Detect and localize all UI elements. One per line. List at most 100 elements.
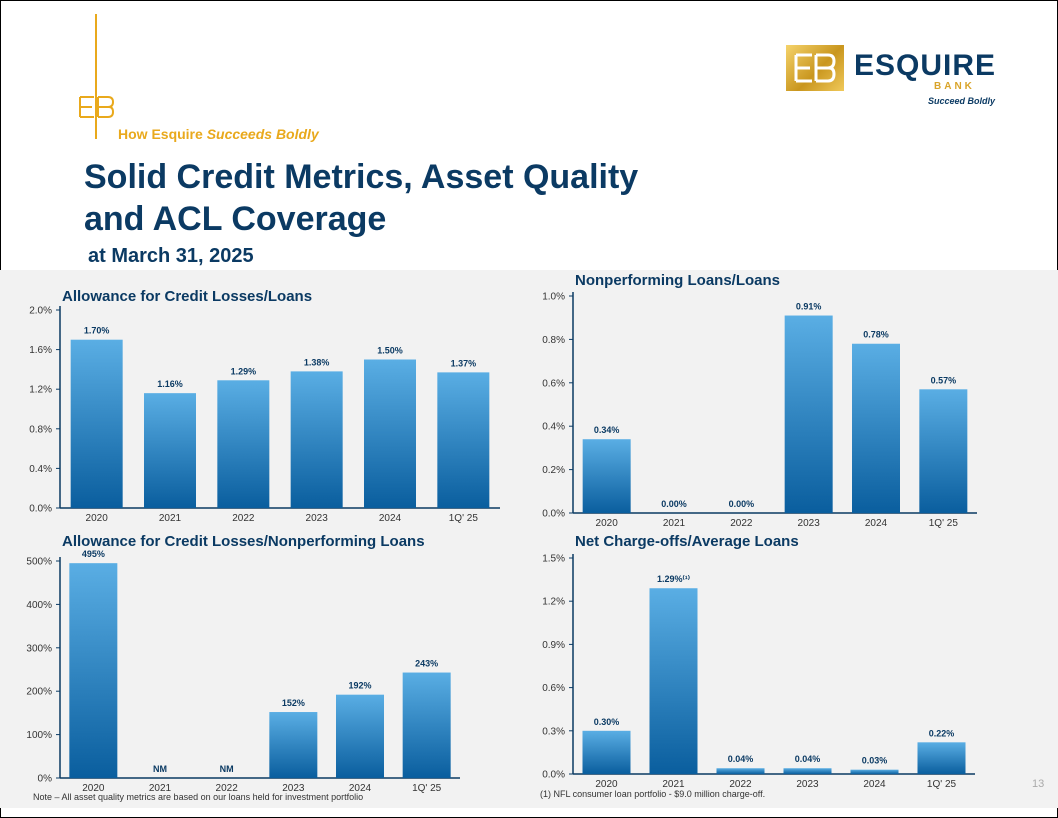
chart-nco-avg: Net Charge-offs/Average Loans 0.0% 0.3% 0.6… [542,533,975,790]
bar [917,742,966,774]
y-tick-label: 0.9% [542,640,565,651]
x-tick-label: 1Q' 25 [927,779,957,790]
y-tick-label: 0.6% [542,378,565,389]
y-tick-label: 1.5% [542,554,565,565]
chart-title: Allowance for Credit Losses/Nonperformin… [62,533,425,550]
data-label: 0.34% [594,425,620,435]
x-tick-label: 1Q' 25 [412,783,442,794]
data-label: 0.22% [929,728,955,738]
chart-acl-npl: Allowance for Credit Losses/Nonperformin… [26,533,460,794]
y-tick-label: 0.6% [542,683,565,694]
data-label: 0.03% [862,756,888,766]
y-tick-label: 0.0% [542,509,565,520]
y-tick-label: 0% [38,774,53,785]
title-line-2: and ACL Coverage [84,200,387,238]
y-tick-label: 1.0% [542,292,565,303]
data-label: 1.16% [157,379,183,389]
data-label: 0.00% [729,499,755,509]
data-label: 0.00% [661,499,687,509]
y-tick-label: 400% [26,600,52,611]
data-label: NM [220,764,234,774]
y-tick-label: 0.0% [29,504,52,515]
bar [364,359,416,508]
brand-mark-icon [786,45,844,91]
bar [336,694,384,778]
chart-title: Net Charge-offs/Average Loans [575,533,799,550]
x-tick-label: 2024 [349,783,372,794]
tagline: How Esquire Succeeds Boldly [118,126,319,142]
y-tick-label: 0.4% [542,422,565,433]
data-label: 1.38% [304,357,330,367]
data-label: 1.29% [231,366,257,376]
x-tick-label: 1Q' 25 [929,518,959,529]
data-label: 0.04% [795,754,821,764]
y-tick-label: 1.2% [542,597,565,608]
bar [582,439,631,513]
bar [783,768,832,774]
y-tick-label: 0.8% [29,424,52,435]
footnote-left: Note – All asset quality metrics are bas… [33,792,364,802]
data-label: 243% [415,659,438,669]
x-tick-label: 2021 [149,783,172,794]
data-label: 1.37% [451,358,477,368]
y-tick-label: 0.3% [542,726,565,737]
x-tick-label: 2022 [216,783,239,794]
title-line-1: Solid Credit Metrics, Asset Quality [84,158,639,196]
data-label: 0.91% [796,302,822,312]
x-tick-label: 2020 [595,779,618,790]
data-label: 495% [82,549,105,559]
data-label: 0.04% [728,754,754,764]
data-label: 1.50% [377,346,403,356]
bar [784,315,833,513]
x-tick-label: 2024 [379,513,402,524]
eb-monogram-icon [79,96,114,118]
chart-acl-loans: Allowance for Credit Losses/Loans 0.0% 0.4… [29,288,500,524]
chart-title: Allowance for Credit Losses/Loans [62,288,312,305]
x-tick-label: 2024 [863,779,886,790]
y-tick-label: 0.4% [29,464,52,475]
x-tick-label: 2020 [86,513,109,524]
x-tick-label: 2023 [306,513,329,524]
data-label: 152% [282,698,305,708]
page-number: 13 [1032,778,1045,790]
x-tick-label: 2023 [798,518,821,529]
bar [582,730,631,774]
y-tick-label: 0.2% [542,465,565,476]
bar [70,339,123,508]
brand-logo: ESQUIRE BANK Succeed Boldly [786,45,996,109]
bar [919,389,968,513]
x-tick-label: 2024 [865,518,888,529]
y-tick-label: 0.0% [542,770,565,781]
bar [217,380,270,508]
y-tick-label: 100% [26,730,52,741]
x-tick-label: 2021 [662,779,685,790]
x-tick-label: 2023 [796,779,819,790]
x-tick-label: 2022 [729,779,752,790]
x-tick-label: 2021 [159,513,182,524]
bar [290,371,343,508]
bar [269,712,318,778]
data-label: 0.30% [594,717,620,727]
tagline-prefix: How Esquire [118,126,203,142]
bar [850,769,899,774]
x-tick-label: 2022 [232,513,255,524]
x-tick-label: 2020 [596,518,619,529]
bar [144,393,196,508]
x-tick-label: 2022 [730,518,753,529]
brand-sub: BANK [934,81,975,92]
y-tick-label: 200% [26,687,52,698]
chart-title: Nonperforming Loans/Loans [575,272,780,289]
bar [402,672,451,778]
y-tick-label: 300% [26,643,52,654]
data-label: 0.57% [931,375,957,385]
page-title: Solid Credit Metrics, Asset Quality and … [84,156,638,240]
logo-accent-line [95,14,97,139]
tagline-emphasis: Succeeds Boldly [206,126,319,142]
y-tick-label: 1.6% [29,345,52,356]
footnote-right: (1) NFL consumer loan portfolio - $9.0 m… [540,789,766,799]
brand-name: ESQUIRE [854,49,997,82]
bar [716,768,765,774]
y-tick-label: 2.0% [29,306,52,317]
bar [649,588,698,774]
x-tick-label: 1Q' 25 [449,513,479,524]
